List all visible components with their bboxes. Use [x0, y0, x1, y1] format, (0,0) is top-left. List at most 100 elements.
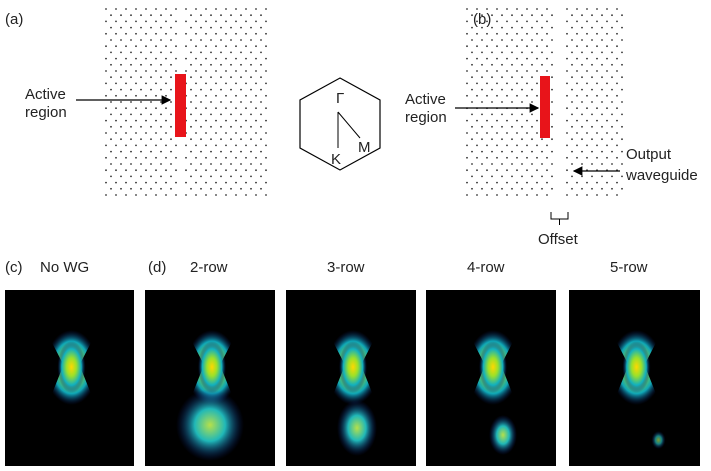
air-hole [240, 63, 242, 66]
air-hole [205, 20, 207, 23]
air-hole [551, 26, 553, 29]
air-hole [621, 101, 623, 103]
air-hole [195, 107, 197, 110]
air-hole [245, 194, 247, 196]
air-hole [150, 150, 152, 153]
air-hole [551, 113, 553, 116]
air-hole [155, 32, 157, 35]
air-hole [496, 20, 498, 23]
air-hole [591, 76, 593, 79]
air-hole [140, 187, 142, 190]
air-hole [245, 57, 247, 60]
air-hole [471, 125, 473, 128]
air-hole [471, 14, 473, 17]
air-hole [185, 57, 187, 60]
air-hole [606, 82, 608, 85]
air-hole [601, 113, 603, 116]
air-hole [526, 57, 528, 60]
air-hole [596, 20, 598, 23]
air-hole [531, 163, 533, 165]
air-hole [105, 181, 107, 184]
air-hole [546, 144, 548, 147]
air-hole [260, 138, 262, 141]
air-hole [210, 125, 212, 128]
air-hole [521, 138, 523, 141]
air-hole [531, 150, 533, 153]
air-hole [611, 150, 613, 153]
air-hole [225, 169, 227, 172]
air-hole [616, 144, 618, 147]
air-hole [140, 150, 142, 153]
air-hole [611, 39, 613, 41]
air-hole [596, 8, 598, 10]
air-hole [526, 144, 528, 147]
air-hole [210, 138, 212, 141]
air-hole [601, 175, 603, 178]
air-hole [155, 45, 157, 48]
air-hole [115, 132, 117, 134]
air-hole [155, 57, 157, 60]
air-hole [481, 76, 483, 79]
air-hole [601, 14, 603, 17]
air-hole [175, 194, 177, 196]
air-hole [255, 181, 257, 184]
air-hole [120, 125, 122, 128]
air-hole [536, 144, 538, 147]
air-hole [120, 101, 122, 103]
air-hole [471, 150, 473, 153]
air-hole [596, 194, 598, 196]
air-hole [571, 113, 573, 116]
air-hole [145, 107, 147, 110]
air-hole [501, 138, 503, 141]
leaked-mode [176, 389, 244, 461]
air-hole [471, 187, 473, 190]
air-hole [235, 107, 237, 110]
air-hole [581, 88, 583, 91]
air-hole [511, 14, 513, 17]
air-hole [245, 94, 247, 97]
air-hole [255, 194, 257, 196]
air-hole [591, 187, 593, 190]
air-hole [576, 57, 578, 60]
air-hole [466, 20, 468, 23]
air-hole [160, 76, 162, 79]
air-hole [581, 138, 583, 141]
air-hole [586, 156, 588, 159]
air-hole [611, 163, 613, 165]
air-hole [190, 125, 192, 128]
air-hole [170, 101, 172, 103]
air-hole [506, 144, 508, 147]
mode-core [479, 341, 507, 393]
air-hole [566, 82, 568, 85]
air-hole [150, 113, 152, 116]
air-hole [170, 150, 172, 153]
air-hole [170, 175, 172, 178]
air-hole [120, 63, 122, 66]
air-hole [240, 125, 242, 128]
air-hole [466, 144, 468, 147]
air-hole [566, 57, 568, 60]
air-hole [240, 101, 242, 103]
air-hole [190, 26, 192, 29]
photonic-lattice [105, 8, 623, 196]
air-hole [576, 119, 578, 122]
air-hole [526, 70, 528, 72]
air-hole [220, 187, 222, 190]
air-hole [491, 163, 493, 165]
air-hole [601, 150, 603, 153]
air-hole [150, 39, 152, 41]
air-hole [190, 51, 192, 54]
air-hole [215, 107, 217, 110]
air-hole [511, 125, 513, 128]
air-hole [105, 82, 107, 85]
panel-title: 3-row [327, 259, 365, 276]
air-hole [185, 181, 187, 184]
air-hole [566, 156, 568, 159]
air-hole [516, 57, 518, 60]
air-hole [245, 169, 247, 172]
air-hole [486, 181, 488, 184]
air-hole [140, 76, 142, 79]
air-hole [185, 194, 187, 196]
air-hole [115, 119, 117, 122]
